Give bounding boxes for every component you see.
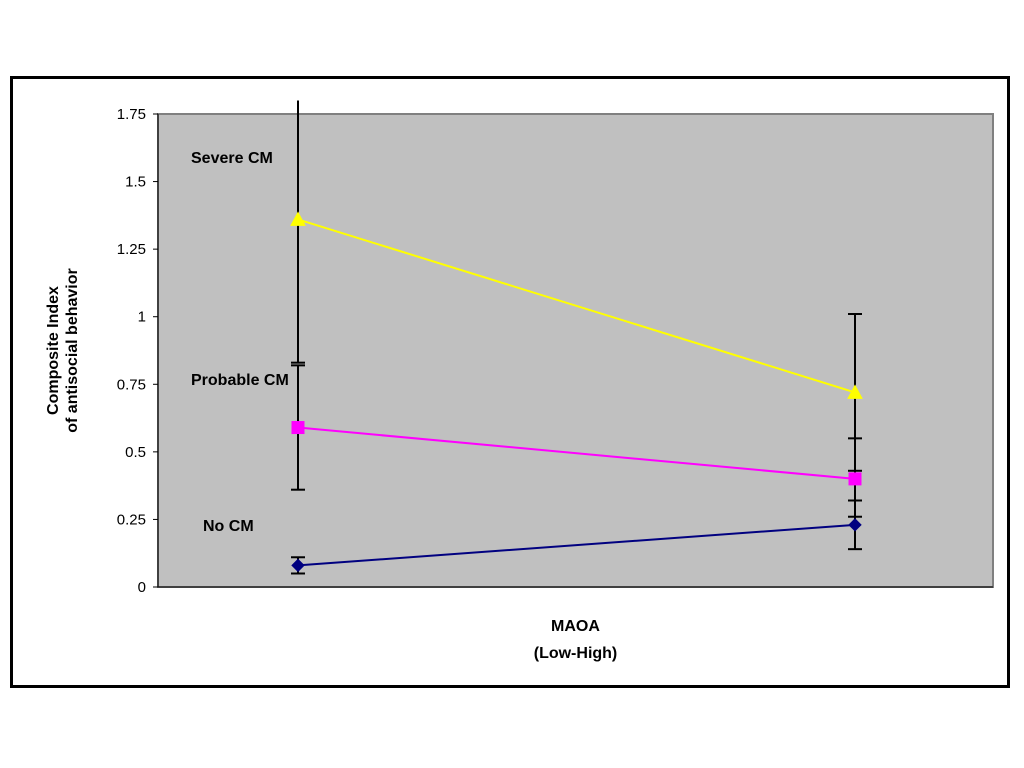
- y-tick-label: 0.5: [125, 444, 146, 461]
- y-tick-label: 1.5: [125, 174, 146, 191]
- series-line-0: [297, 523, 856, 567]
- series-label: Probable CM: [191, 372, 289, 389]
- y-tick-label: 1: [138, 309, 146, 326]
- data-point-triangle: [847, 384, 863, 399]
- data-point-triangle: [290, 211, 306, 226]
- y-axis-title-line: of antisocial behavior: [64, 268, 81, 432]
- series-line-1: [297, 426, 856, 480]
- series-label: No CM: [203, 518, 254, 535]
- series-label: Severe CM: [191, 150, 273, 167]
- series-line-2: [297, 218, 856, 394]
- data-point-square: [291, 421, 305, 435]
- data-point-square: [848, 472, 862, 486]
- y-tick-label: 0: [138, 579, 146, 596]
- x-axis-title: MAOA: [551, 618, 600, 635]
- y-axis-title: Composite Index of antisocial behavior: [45, 268, 81, 432]
- y-tick-label: 0.75: [117, 376, 146, 393]
- y-axis-title-line: Composite Index: [45, 286, 62, 415]
- data-point-diamond: [848, 518, 862, 532]
- y-tick-label: 1.75: [117, 106, 146, 123]
- y-tick-label: 1.25: [117, 241, 146, 258]
- data-point-diamond: [291, 558, 305, 573]
- line-chart: 0 0.25 0.5 0.75 1 1.25 1.5 1.75 Composite Index o…: [45, 100, 994, 662]
- chart-frame: 0 0.25 0.5 0.75 1 1.25 1.5 1.75 Composite Index o…: [10, 76, 1010, 688]
- x-axis-title: (Low-High): [534, 645, 618, 662]
- y-tick-label: 0.25: [117, 511, 146, 528]
- plot-area: [157, 113, 994, 588]
